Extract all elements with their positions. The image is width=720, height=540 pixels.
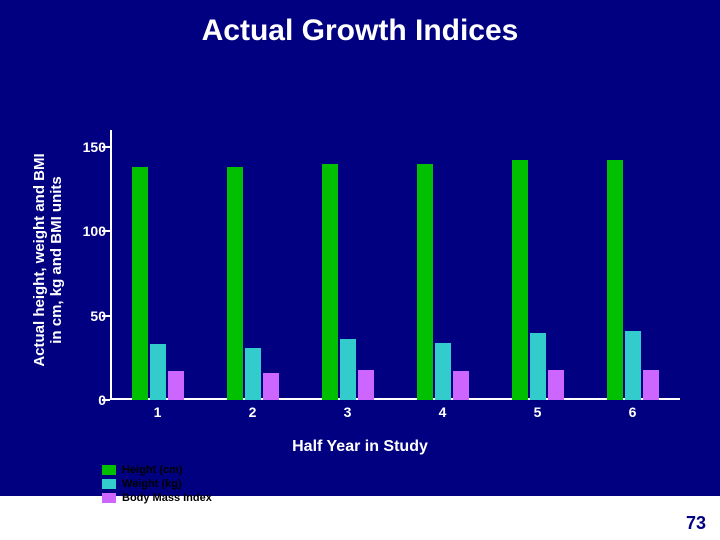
legend-label: Height (cm) bbox=[122, 464, 183, 476]
bar bbox=[358, 370, 374, 400]
x-tick-label: 3 bbox=[344, 404, 352, 420]
x-axis-label: Half Year in Study bbox=[0, 438, 720, 456]
bar bbox=[263, 373, 279, 400]
legend-swatch bbox=[102, 493, 116, 503]
legend-swatch bbox=[102, 479, 116, 489]
legend-item: Weight (kg) bbox=[102, 478, 212, 490]
bar bbox=[643, 370, 659, 400]
x-tick-label: 1 bbox=[154, 404, 162, 420]
bar bbox=[150, 344, 166, 400]
bar bbox=[548, 370, 564, 400]
legend-item: Body Mass Index bbox=[102, 492, 212, 504]
x-tick-label: 5 bbox=[534, 404, 542, 420]
bar bbox=[417, 164, 433, 400]
bar bbox=[340, 339, 356, 400]
bar bbox=[607, 160, 623, 400]
x-tick-label: 2 bbox=[249, 404, 257, 420]
legend-item: Height (cm) bbox=[102, 464, 212, 476]
bar bbox=[453, 371, 469, 400]
bar bbox=[322, 164, 338, 400]
y-tick-mark bbox=[102, 230, 110, 232]
bar bbox=[435, 343, 451, 400]
bar bbox=[512, 160, 528, 400]
chart-title: Actual Growth Indices bbox=[0, 14, 720, 48]
y-tick-mark bbox=[102, 146, 110, 148]
bar-chart: 050100150123456 bbox=[60, 130, 680, 430]
x-tick-label: 4 bbox=[439, 404, 447, 420]
page-number: 73 bbox=[686, 513, 706, 534]
legend-label: Body Mass Index bbox=[122, 492, 212, 504]
bar bbox=[168, 371, 184, 400]
y-tick-mark bbox=[102, 399, 110, 401]
bar bbox=[132, 167, 148, 400]
y-axis-label-line1: Actual height, weight and BMI bbox=[32, 100, 49, 420]
legend-label: Weight (kg) bbox=[122, 478, 182, 490]
bar bbox=[245, 348, 261, 400]
legend-swatch bbox=[102, 465, 116, 475]
legend: Height (cm) Weight (kg) Body Mass Index bbox=[102, 464, 212, 506]
plot-area bbox=[110, 130, 680, 400]
y-tick-mark bbox=[102, 315, 110, 317]
bar bbox=[227, 167, 243, 400]
bar bbox=[625, 331, 641, 400]
bar bbox=[530, 333, 546, 401]
x-tick-label: 6 bbox=[629, 404, 637, 420]
